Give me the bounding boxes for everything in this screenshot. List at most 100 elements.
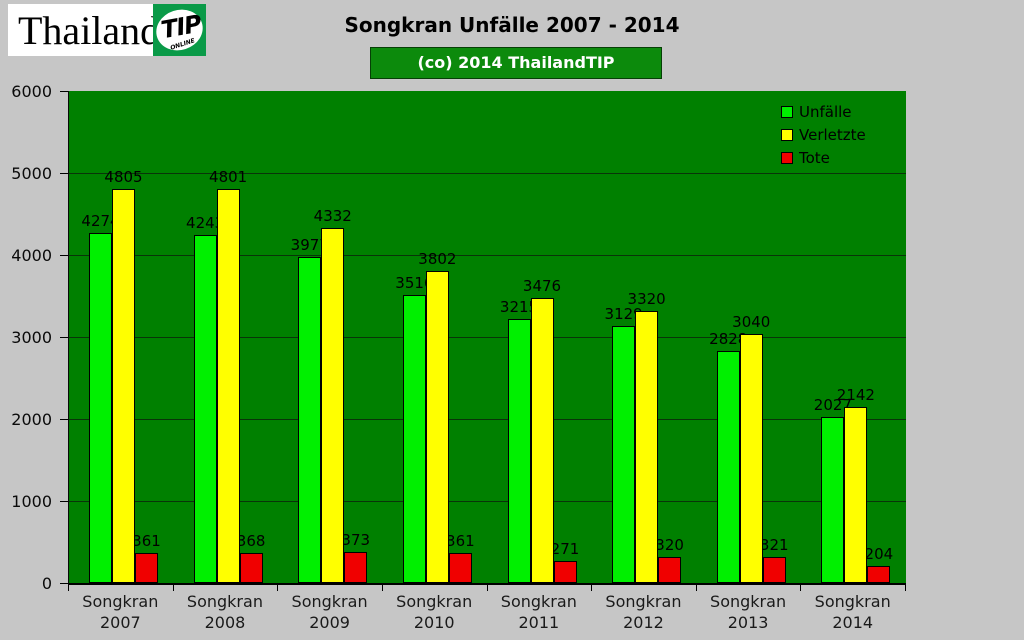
value-label-tote-2014: 204 [864, 545, 894, 564]
x-tick-mark-7 [800, 585, 802, 591]
bar-group-2010: 3516 3802 361 [383, 91, 488, 583]
bar-verletzte-2011 [530, 297, 554, 583]
bar-tote-2013 [762, 556, 786, 583]
value-label-verletzte-2007: 4805 [104, 168, 143, 186]
x-tick-mark-6 [695, 585, 697, 591]
y-tick-mark-1000 [60, 501, 68, 502]
y-tick-mark-4000 [60, 255, 68, 256]
x-label-2007: Songkran 2007 [82, 592, 159, 632]
bar-tote-2007 [135, 553, 158, 583]
gridline-4000 [69, 255, 906, 256]
y-tick-mark-0 [60, 583, 68, 584]
y-tick-label-3000: 3000 [11, 328, 52, 347]
y-tick-mark-5000 [60, 173, 68, 174]
x-label-2011: Songkran 2011 [500, 592, 577, 632]
value-label-unfaelle-2010: 3516 [395, 273, 434, 292]
legend-label-tote: Tote [799, 149, 830, 167]
bar-unfaelle-2014 [821, 416, 845, 583]
chart-legend: Unfälle Verletzte Tote [781, 103, 866, 172]
value-label-verletzte-2010: 3802 [418, 250, 457, 269]
legend-label-verletzte: Verletzte [799, 126, 866, 144]
x-tick-mark-5 [591, 585, 593, 591]
plot-area: Unfälle Verletzte Tote 4274 4805 361 4243 4801… [68, 91, 906, 585]
bar-unfaelle-2008 [193, 235, 217, 583]
bar-unfaelle-2011 [507, 319, 531, 583]
bar-unfaelle-2010 [402, 294, 426, 583]
value-label-unfaelle-2013: 2828 [709, 330, 748, 349]
x-label-2010: Songkran 2010 [396, 592, 473, 632]
bar-unfaelle-2012 [612, 326, 636, 583]
legend-label-unfaelle: Unfälle [799, 103, 852, 121]
y-tick-label-2000: 2000 [11, 410, 52, 429]
bar-unfaelle-2013 [716, 351, 740, 583]
bar-verletzte-2009 [321, 227, 345, 583]
bar-group-2007: 4274 4805 361 [69, 91, 174, 583]
value-label-unfaelle-2009: 3977 [290, 235, 329, 254]
gridline-2000 [69, 419, 906, 420]
value-label-unfaelle-2007: 4274 [81, 211, 120, 230]
value-label-tote-2013: 321 [759, 535, 789, 554]
bar-verletzte-2007 [112, 189, 135, 583]
legend-item-tote: Tote [781, 149, 866, 167]
y-tick-mark-2000 [60, 419, 68, 420]
value-label-tote-2007: 361 [132, 532, 161, 551]
bar-verletzte-2008 [216, 189, 240, 583]
y-tick-label-4000: 4000 [11, 246, 52, 265]
x-label-2008: Songkran 2008 [186, 592, 263, 632]
x-label-2013: Songkran 2013 [710, 592, 787, 632]
bar-tote-2011 [553, 560, 577, 583]
logo-brand-text: Thailand [18, 8, 161, 53]
bar-group-2011: 3215 3476 271 [488, 91, 593, 583]
x-label-2014: Songkran 2014 [814, 592, 891, 632]
bar-unfaelle-2007 [89, 232, 112, 583]
x-label-2009: Songkran 2009 [291, 592, 368, 632]
value-label-verletzte-2014: 2142 [836, 386, 875, 405]
thailandtip-logo: Thailand TIP ONLINE [8, 3, 209, 57]
bar-group-2012: 3129 3320 320 [592, 91, 697, 583]
value-label-verletzte-2011: 3476 [522, 276, 562, 295]
bar-tote-2012 [658, 556, 682, 583]
x-tick-mark-1 [172, 585, 174, 591]
value-label-unfaelle-2011: 3215 [499, 298, 539, 317]
value-label-tote-2009: 373 [341, 531, 371, 550]
value-label-verletzte-2009: 4332 [313, 206, 352, 225]
value-label-tote-2011: 271 [550, 539, 580, 558]
value-label-verletzte-2013: 3040 [732, 312, 771, 331]
x-axis-labels: Songkran 2007 Songkran 2008 Songkran 2009 S… [68, 592, 905, 634]
value-label-unfaelle-2008: 4243 [186, 214, 225, 233]
bar-tote-2009 [344, 552, 368, 583]
legend-swatch-tote [781, 152, 793, 164]
legend-swatch-verletzte [781, 129, 793, 141]
y-tick-mark-6000 [60, 91, 68, 92]
legend-swatch-unfaelle [781, 106, 793, 118]
bar-group-2009: 3977 4332 373 [278, 91, 383, 583]
legend-item-verletzte: Verletzte [781, 126, 866, 144]
bar-unfaelle-2009 [298, 256, 322, 583]
logo-tip-badge: TIP ONLINE [150, 3, 209, 57]
gridline-3000 [69, 337, 906, 338]
y-tick-label-6000: 6000 [11, 82, 52, 101]
x-tick-mark-0 [68, 585, 69, 591]
bar-tote-2008 [239, 552, 263, 583]
bar-group-2014: 2027 2142 204 [801, 91, 906, 583]
value-label-unfaelle-2012: 3129 [604, 305, 643, 324]
value-label-tote-2008: 368 [236, 531, 266, 550]
bar-tote-2010 [448, 553, 472, 583]
copyright-banner: (co) 2014 ThailandTIP [370, 47, 662, 79]
value-label-verletzte-2008: 4801 [209, 168, 248, 187]
bar-group-2013: 2828 3040 321 [697, 91, 802, 583]
bar-verletzte-2010 [425, 271, 449, 583]
y-tick-label-5000: 5000 [11, 164, 52, 183]
bar-verletzte-2012 [635, 310, 659, 583]
x-label-2012: Songkran 2012 [605, 592, 682, 632]
value-label-verletzte-2012: 3320 [627, 289, 666, 308]
gridline-1000 [69, 501, 906, 502]
x-tick-mark-4 [486, 585, 488, 591]
bar-tote-2014 [867, 566, 891, 583]
value-label-tote-2012: 320 [655, 535, 684, 554]
x-tick-mark-3 [381, 585, 383, 591]
value-label-tote-2010: 361 [446, 532, 475, 551]
x-tick-mark-8 [905, 585, 906, 591]
x-tick-mark-2 [277, 585, 279, 591]
